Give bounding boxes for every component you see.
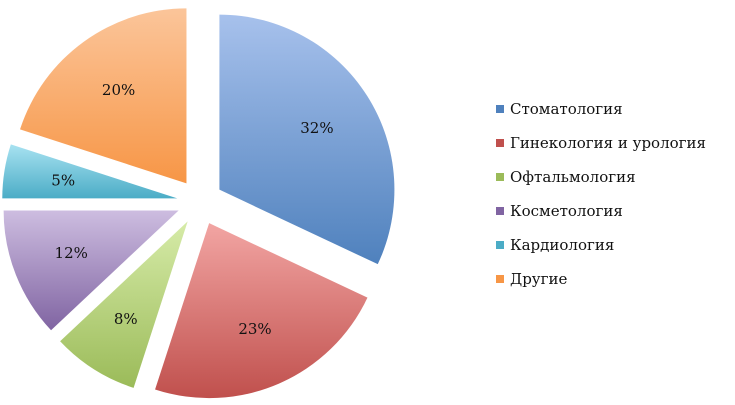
- legend-label: Стоматология: [510, 100, 623, 118]
- slice-percent-label: 8%: [114, 310, 138, 328]
- legend-label: Кардиология: [510, 236, 615, 254]
- slice-percent-label: 32%: [300, 119, 333, 137]
- legend-label: Гинекология и урология: [510, 134, 706, 152]
- legend-swatch: [496, 207, 504, 215]
- legend-swatch: [496, 173, 504, 181]
- legend: Стоматология Гинекология и урология Офталь…: [496, 92, 706, 296]
- pie-slice: [3, 210, 179, 331]
- pie-slice: [2, 144, 178, 199]
- pie-slice: [155, 223, 368, 399]
- legend-item: Кардиология: [496, 228, 706, 262]
- legend-swatch: [496, 139, 504, 147]
- legend-swatch: [496, 275, 504, 283]
- legend-item: Офтальмология: [496, 160, 706, 194]
- slice-percent-label: 5%: [51, 171, 75, 189]
- pie-slice: [60, 221, 188, 388]
- legend-item: Гинекология и урология: [496, 126, 706, 160]
- legend-swatch: [496, 241, 504, 249]
- slice-percent-label: 20%: [102, 81, 135, 99]
- slice-percent-label: 12%: [55, 244, 88, 262]
- legend-label: Косметология: [510, 202, 623, 220]
- legend-item: Другие: [496, 262, 706, 296]
- legend-item: Стоматология: [496, 92, 706, 126]
- legend-label: Офтальмология: [510, 168, 636, 186]
- legend-label: Другие: [510, 270, 568, 288]
- pie-slice: [219, 14, 395, 265]
- legend-item: Косметология: [496, 194, 706, 228]
- pie-slice: [20, 8, 187, 184]
- legend-swatch: [496, 105, 504, 113]
- slice-percent-label: 23%: [238, 320, 271, 338]
